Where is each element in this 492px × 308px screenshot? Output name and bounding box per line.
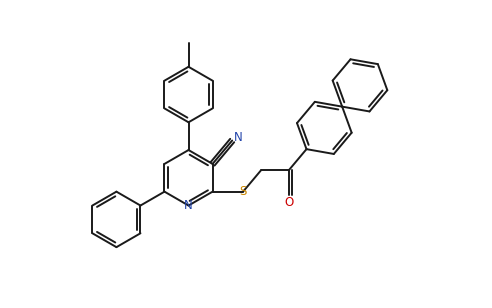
Text: N: N [234, 131, 243, 144]
Text: O: O [284, 196, 293, 209]
Text: S: S [240, 185, 247, 198]
Text: N: N [184, 199, 193, 212]
